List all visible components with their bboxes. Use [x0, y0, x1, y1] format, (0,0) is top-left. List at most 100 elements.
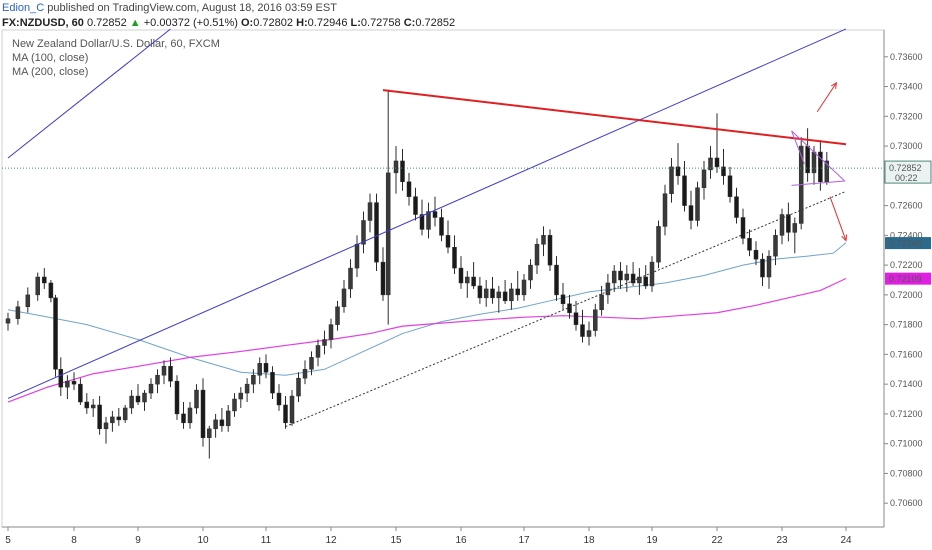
resistance-line[interactable]	[382, 89, 847, 146]
candle[interactable]	[611, 265, 617, 292]
candle[interactable]	[25, 287, 31, 313]
author-name[interactable]: Edion_C	[2, 2, 45, 14]
candle[interactable]	[426, 202, 431, 239]
candle[interactable]	[701, 160, 707, 200]
candle[interactable]	[471, 262, 476, 289]
candle[interactable]	[129, 390, 134, 414]
candle[interactable]	[251, 369, 256, 394]
candle[interactable]	[142, 390, 147, 411]
candle[interactable]	[643, 265, 648, 289]
candle[interactable]	[554, 256, 559, 301]
candle[interactable]	[406, 172, 412, 206]
candle[interactable]	[573, 300, 579, 331]
candle[interactable]	[779, 208, 785, 245]
triangle-upper-edge[interactable]	[791, 130, 846, 182]
candle[interactable]	[637, 268, 642, 295]
candle[interactable]	[721, 149, 726, 185]
candle[interactable]	[5, 312, 11, 331]
candle[interactable]	[244, 378, 250, 403]
candle[interactable]	[818, 140, 823, 191]
candle[interactable]	[605, 274, 611, 304]
candle[interactable]	[135, 384, 141, 405]
candle[interactable]	[477, 277, 483, 304]
candle[interactable]	[541, 226, 546, 257]
candle[interactable]	[824, 152, 830, 185]
candle[interactable]	[53, 294, 58, 377]
candle[interactable]	[97, 396, 102, 435]
candle[interactable]	[547, 229, 553, 272]
candle[interactable]	[328, 318, 334, 349]
candle[interactable]	[84, 393, 90, 414]
candle[interactable]	[15, 300, 21, 325]
legend-ma200[interactable]: MA (200, close)	[12, 66, 89, 78]
candle[interactable]	[502, 279, 508, 304]
candle[interactable]	[65, 375, 70, 400]
candle[interactable]	[515, 271, 520, 301]
candle[interactable]	[682, 160, 687, 212]
candle[interactable]	[374, 193, 379, 272]
candle[interactable]	[534, 238, 540, 275]
candle[interactable]	[90, 399, 96, 417]
candle[interactable]	[740, 208, 746, 245]
candle[interactable]	[580, 309, 585, 343]
candle[interactable]	[122, 404, 128, 423]
candle[interactable]	[393, 146, 399, 194]
candle[interactable]	[335, 300, 340, 331]
support-trendline[interactable]	[285, 190, 847, 428]
candle[interactable]	[773, 229, 778, 266]
candle[interactable]	[465, 271, 470, 298]
candle[interactable]	[708, 146, 713, 179]
candle[interactable]	[458, 256, 464, 289]
candle[interactable]	[161, 360, 167, 385]
candle[interactable]	[257, 357, 262, 385]
candle[interactable]	[155, 369, 160, 394]
candle[interactable]	[760, 253, 765, 286]
candle[interactable]	[496, 285, 502, 313]
candle[interactable]	[432, 196, 438, 227]
candle[interactable]	[361, 211, 366, 254]
candle[interactable]	[225, 404, 231, 432]
candle[interactable]	[168, 357, 173, 388]
candle[interactable]	[675, 143, 681, 185]
candle[interactable]	[35, 272, 40, 301]
candle[interactable]	[413, 187, 418, 221]
candle[interactable]	[630, 262, 636, 286]
candle[interactable]	[302, 360, 308, 385]
ma100-line[interactable]	[7, 242, 847, 376]
candle[interactable]	[747, 229, 752, 257]
candle[interactable]	[207, 425, 212, 459]
candle[interactable]	[78, 378, 83, 405]
candle[interactable]	[283, 396, 288, 429]
candle[interactable]	[452, 235, 457, 275]
candle[interactable]	[624, 265, 630, 292]
candle[interactable]	[289, 390, 295, 426]
ma200-badge[interactable]: 0.72109	[885, 272, 931, 285]
candle[interactable]	[483, 279, 489, 307]
legend-ma100[interactable]: MA (100, close)	[12, 52, 89, 64]
time-axis[interactable]: 5 8 9 10 11 12 15 16 17 18 19 22 23 24	[2, 526, 884, 546]
candle[interactable]	[521, 274, 527, 301]
candle[interactable]	[714, 113, 720, 173]
candle[interactable]	[586, 321, 592, 346]
candle[interactable]	[263, 354, 269, 379]
candle[interactable]	[649, 256, 655, 292]
candle[interactable]	[116, 407, 122, 426]
candle[interactable]	[315, 339, 321, 367]
candle[interactable]	[786, 202, 791, 242]
candle[interactable]	[445, 220, 451, 254]
triangle-left-leg[interactable]	[791, 130, 805, 165]
candle[interactable]	[232, 393, 237, 417]
candle[interactable]	[296, 372, 301, 403]
candle[interactable]	[400, 149, 405, 191]
candle[interactable]	[187, 402, 193, 429]
candle[interactable]	[734, 187, 739, 224]
candle[interactable]	[110, 410, 115, 432]
candle[interactable]	[490, 277, 495, 304]
candle[interactable]	[174, 375, 180, 420]
candle[interactable]	[270, 366, 275, 400]
candle[interactable]	[48, 279, 54, 303]
candle[interactable]	[727, 166, 733, 203]
candle[interactable]	[766, 250, 772, 289]
